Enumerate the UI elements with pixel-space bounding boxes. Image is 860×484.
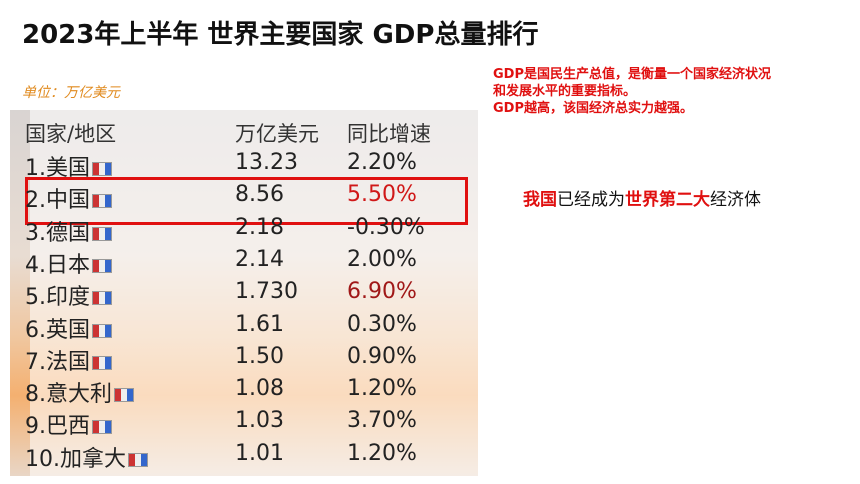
cell: 4.日本 [25, 247, 112, 279]
cell-text: 3.70% [347, 408, 417, 434]
cell-text: 6.90% [347, 279, 417, 305]
cell: 1.03 [235, 408, 284, 433]
cell-text: 7.法国 [25, 349, 90, 375]
cell-text: 5.印度 [25, 285, 90, 311]
flag-icon [92, 323, 112, 338]
cell-text: 同比增速 [347, 122, 431, 146]
cell-text: 1.08 [235, 376, 284, 402]
cell: 2.14 [235, 247, 284, 272]
note: GDP是国民生产总值，是衡量一个国家经济状况 和发展水平的重要指标。 GDP越高… [493, 66, 858, 117]
text: 经济体 [710, 190, 761, 210]
cell: 0.30% [347, 312, 417, 337]
cell: 9.巴西 [25, 408, 112, 440]
cell-text: 13.23 [235, 150, 298, 175]
cell-text: 2.中国 [25, 188, 90, 214]
cell-text: 8.56 [235, 182, 284, 208]
cell-text: 3.德国 [25, 220, 90, 246]
cell-text: 2.14 [235, 246, 284, 272]
cell: 1.20% [347, 376, 417, 401]
cell-text: 9.巴西 [25, 414, 90, 440]
cell: 13.23 [235, 150, 298, 175]
cell-text: 0.30% [347, 311, 417, 337]
cell-text: 1.美国 [25, 156, 90, 181]
flag-icon [92, 226, 112, 241]
highlight: 世界第二大 [625, 190, 710, 210]
cell: 1.50 [235, 344, 284, 369]
title: 2023年上半年 世界主要国家 GDP总量排行 [22, 20, 539, 50]
conclusion: 我国已经成为世界第二大经济体 [523, 185, 761, 210]
cell: 8.56 [235, 182, 284, 207]
cell: 1.01 [235, 441, 284, 466]
flag-icon [92, 258, 112, 273]
highlight-box [25, 177, 468, 225]
cell: 2.中国 [25, 182, 112, 214]
cell-text: 8.意大利 [25, 382, 112, 408]
cell-text: 1.03 [235, 408, 284, 434]
cell: 3.德国 [25, 215, 112, 247]
cell-text: 0.90% [347, 343, 417, 369]
cell-text: 1.01 [235, 440, 284, 466]
cell-text: 6.英国 [25, 317, 90, 343]
cell: 国家/地区 [25, 118, 116, 148]
unit-label: 单位：万亿美元 [22, 85, 120, 101]
cell: 0.90% [347, 344, 417, 369]
flag-icon [92, 194, 112, 209]
cell: 1.61 [235, 312, 284, 337]
cell: 万亿美元 [235, 118, 319, 148]
cell: 1.08 [235, 376, 284, 401]
cell: 8.意大利 [25, 376, 134, 408]
cell: 2.20% [347, 150, 417, 175]
cell: 2.18 [235, 215, 284, 240]
cell-text: 1.61 [235, 311, 284, 337]
text: 已经成为 [557, 190, 625, 210]
cell: 1.730 [235, 279, 298, 304]
note-line: 和发展水平的重要指标。 [493, 84, 637, 99]
cell: 1.20% [347, 441, 417, 466]
cell-text: -0.30% [347, 214, 425, 240]
cell-text: 2.18 [235, 214, 284, 240]
cell: 2.00% [347, 247, 417, 272]
cell: 同比增速 [347, 118, 431, 148]
cell-text: 10.加拿大 [25, 446, 126, 472]
flag-icon [114, 388, 134, 403]
cell-text: 万亿美元 [235, 122, 319, 146]
flag-icon [92, 291, 112, 306]
cell-text: 2.20% [347, 150, 417, 175]
cell: 7.法国 [25, 344, 112, 376]
cell-text: 4.日本 [25, 252, 90, 278]
cell-text: 1.50 [235, 343, 284, 369]
cell: 3.70% [347, 408, 417, 433]
flag-icon [92, 420, 112, 435]
cell: 5.印度 [25, 279, 112, 311]
cell-text: 1.730 [235, 279, 298, 305]
note-line: GDP是国民生产总值，是衡量一个国家经济状况 [493, 67, 771, 82]
note-line: GDP越高，该国经济总实力越强。 [493, 101, 693, 116]
highlight: 我国 [523, 190, 557, 210]
cell-text: 5.50% [347, 182, 417, 208]
cell-text: 1.20% [347, 376, 417, 402]
cell: 1.美国 [25, 150, 112, 182]
flag-icon [128, 452, 148, 467]
cell-text: 国家/地区 [25, 122, 117, 146]
cell: 6.90% [347, 279, 417, 304]
cell-text: 2.00% [347, 246, 417, 272]
cell: 6.英国 [25, 312, 112, 344]
cell: 10.加拿大 [25, 441, 148, 473]
flag-icon [92, 355, 112, 370]
flag-icon [92, 162, 112, 176]
cell: 5.50% [347, 182, 417, 207]
cell: -0.30% [347, 215, 425, 240]
cell-text: 1.20% [347, 440, 417, 466]
